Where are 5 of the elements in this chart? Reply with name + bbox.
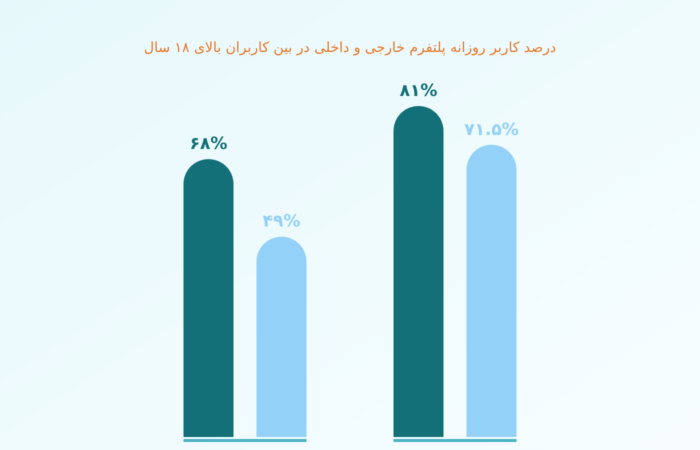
data-label: ۶۸% — [190, 134, 228, 154]
chart-subtitle: درصد کاربر روزانه پلتفرم خارجی و داخلی در بین کاربران بالای ۱۸ سال — [144, 40, 556, 56]
data-label: ۴۹% — [262, 212, 300, 232]
data-label: ۸۱% — [400, 80, 438, 101]
data-label: ۷۱.۵% — [464, 120, 519, 140]
